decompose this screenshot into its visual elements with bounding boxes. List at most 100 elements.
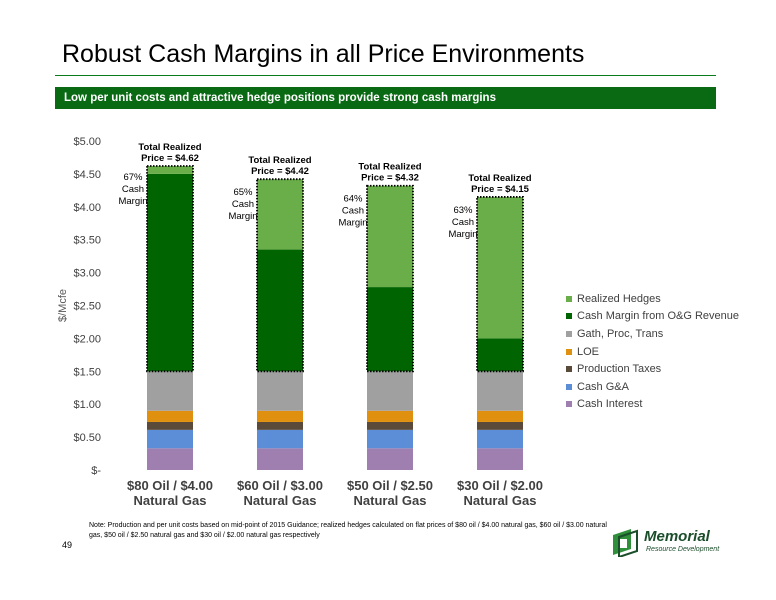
- cash-margin-label: 63%: [453, 205, 473, 216]
- bar-segment: [147, 448, 193, 470]
- legend-label: Cash Interest: [577, 398, 643, 411]
- logo-tagline: Resource Development: [646, 546, 720, 553]
- bar-segment: [257, 371, 303, 411]
- legend-item: Gath, Proc, Trans: [566, 325, 739, 343]
- x-tick-label: $60 Oil / $3.00: [237, 478, 323, 493]
- y-tick-label: $3.50: [73, 235, 101, 247]
- y-tick-label: $3.00: [73, 268, 101, 280]
- x-tick-label: $30 Oil / $2.00: [457, 478, 543, 493]
- legend-label: LOE: [577, 345, 600, 358]
- legend-item: LOE: [566, 343, 739, 361]
- bar-segment: [147, 421, 193, 430]
- bar-segment: [257, 410, 303, 422]
- cash-margin-label: Cash: [452, 217, 474, 228]
- y-tick-label: $4.50: [73, 169, 101, 181]
- y-tick-label: $1.50: [73, 366, 101, 378]
- page-title: Robust Cash Margins in all Price Environ…: [62, 40, 585, 68]
- total-price-label: Total Realized: [358, 162, 421, 173]
- legend-label: Production Taxes: [577, 363, 662, 376]
- legend-item: Cash Margin from O&G Revenue: [566, 308, 739, 326]
- legend-label: Gath, Proc, Trans: [577, 327, 664, 340]
- cash-margin-outline: [476, 196, 524, 373]
- legend-swatch: [566, 383, 572, 390]
- cash-margin-label: 64%: [343, 194, 363, 205]
- logo-mark-icon: [613, 529, 638, 557]
- legend-item: Cash Interest: [566, 396, 739, 414]
- bar-segment: [147, 429, 193, 449]
- x-tick-label: Natural Gas: [244, 493, 317, 508]
- logo-name: Memorial: [644, 528, 710, 545]
- bar-segment: [367, 287, 413, 372]
- y-axis: $- $0.50 $1.00 $1.50 $2.00 $2.50 $3.00 $3.50 $4.…: [73, 136, 101, 477]
- company-logo: Memorial Resource Development: [609, 527, 729, 557]
- legend-label: Cash G&A: [577, 380, 629, 393]
- bar-segment: [477, 421, 523, 430]
- x-tick-label: $50 Oil / $2.50: [347, 478, 433, 493]
- total-price-label: Total Realized: [138, 142, 201, 153]
- legend-swatch: [566, 313, 572, 320]
- total-price-label: Price = $4.62: [141, 153, 199, 164]
- y-tick-label: $2.00: [73, 333, 101, 345]
- y-tick-label: $5.00: [73, 136, 101, 148]
- bar-segment: [367, 371, 413, 411]
- legend-label: Realized Hedges: [577, 292, 661, 305]
- legend-swatch: [566, 348, 572, 355]
- legend-swatch: [566, 330, 572, 337]
- legend-swatch: [566, 401, 572, 408]
- bar-segment: [477, 448, 523, 470]
- bar-segment: [147, 371, 193, 411]
- bar-segment: [257, 448, 303, 470]
- legend-swatch: [566, 366, 572, 373]
- cash-margin-label: Margin: [118, 196, 147, 207]
- bar-segment: [367, 429, 413, 449]
- total-price-label: Total Realized: [248, 155, 311, 166]
- cash-margin-label: 67%: [123, 172, 143, 183]
- y-axis-label: $/Mcfe: [57, 289, 69, 322]
- bar-segment: [367, 448, 413, 470]
- cash-margin-label: 65%: [233, 187, 253, 198]
- cash-margin-label: Margin: [338, 218, 367, 229]
- bar-segment: [367, 410, 413, 422]
- legend-item: Realized Hedges: [566, 290, 739, 308]
- y-tick-label: $4.00: [73, 202, 101, 214]
- x-tick-label: Natural Gas: [354, 493, 427, 508]
- bar-segment: [477, 338, 523, 372]
- x-tick-label: Natural Gas: [134, 493, 207, 508]
- total-price-label: Price = $4.15: [471, 184, 530, 195]
- legend-label: Cash Margin from O&G Revenue: [577, 310, 740, 323]
- bar-segment: [147, 173, 193, 372]
- y-tick-label: $0.50: [73, 432, 101, 444]
- legend-item: Cash G&A: [566, 378, 739, 396]
- cash-margin-label: Cash: [122, 184, 144, 195]
- cash-margin-outline: [366, 184, 414, 373]
- legend-item: Production Taxes: [566, 360, 739, 378]
- cash-margin-outline: [256, 178, 304, 373]
- chart-legend: Realized Hedges Cash Margin from O&G Reve…: [566, 290, 739, 413]
- bar-segment: [477, 196, 523, 339]
- x-tick-label: Natural Gas: [464, 493, 537, 508]
- bar-segment: [477, 429, 523, 449]
- cash-margin-label: Cash: [342, 206, 364, 217]
- title-divider: [55, 75, 716, 76]
- y-tick-label: $2.50: [73, 301, 101, 313]
- legend-swatch: [566, 295, 572, 302]
- cash-margin-label: Margin: [448, 229, 477, 240]
- bar-segment: [147, 166, 193, 174]
- bar-segment: [477, 410, 523, 422]
- total-price-label: Price = $4.32: [361, 173, 419, 184]
- bar-segment: [257, 429, 303, 449]
- bar-segment: [257, 249, 303, 372]
- page-number: 49: [62, 540, 73, 550]
- footnote: Note: Production and per unit costs base…: [89, 522, 607, 539]
- bar-segment: [147, 410, 193, 422]
- total-price-label: Price = $4.42: [251, 166, 309, 177]
- x-tick-label: $80 Oil / $4.00: [127, 478, 213, 493]
- cash-margin-label: Margin: [228, 211, 257, 222]
- bar-segment: [477, 371, 523, 411]
- cash-margin-outline: [146, 165, 194, 373]
- bar-segment: [257, 421, 303, 430]
- total-price-label: Total Realized: [468, 173, 531, 184]
